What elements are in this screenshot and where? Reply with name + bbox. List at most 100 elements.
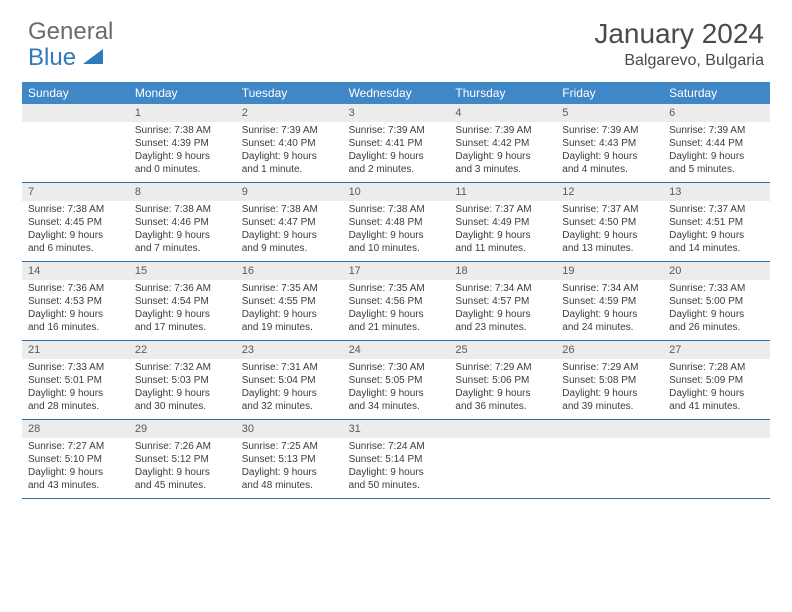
day-number: 5 — [556, 104, 663, 122]
day-cell: 3Sunrise: 7:39 AMSunset: 4:41 PMDaylight… — [343, 104, 450, 182]
day-line: Sunset: 4:56 PM — [349, 295, 444, 308]
sail-icon — [83, 47, 105, 65]
day-number-empty — [556, 420, 663, 438]
day-line: Sunset: 4:46 PM — [135, 216, 230, 229]
day-line: and 34 minutes. — [349, 400, 444, 413]
day-line: and 10 minutes. — [349, 242, 444, 255]
dow-cell: Tuesday — [236, 82, 343, 104]
day-line: Sunset: 4:49 PM — [455, 216, 550, 229]
day-cell: 2Sunrise: 7:39 AMSunset: 4:40 PMDaylight… — [236, 104, 343, 182]
day-line: Sunset: 4:50 PM — [562, 216, 657, 229]
day-line: Sunset: 4:44 PM — [669, 137, 764, 150]
day-body: Sunrise: 7:39 AMSunset: 4:41 PMDaylight:… — [343, 122, 450, 180]
day-body: Sunrise: 7:33 AMSunset: 5:01 PMDaylight:… — [22, 359, 129, 417]
day-line: and 43 minutes. — [28, 479, 123, 492]
logo-text-1: General — [28, 18, 113, 46]
day-line: and 32 minutes. — [242, 400, 337, 413]
day-cell: 17Sunrise: 7:35 AMSunset: 4:56 PMDayligh… — [343, 262, 450, 340]
day-line: Sunrise: 7:30 AM — [349, 361, 444, 374]
day-cell: 9Sunrise: 7:38 AMSunset: 4:47 PMDaylight… — [236, 183, 343, 261]
day-line: Daylight: 9 hours — [28, 387, 123, 400]
day-body: Sunrise: 7:25 AMSunset: 5:13 PMDaylight:… — [236, 438, 343, 496]
day-line: Daylight: 9 hours — [669, 150, 764, 163]
day-line: and 16 minutes. — [28, 321, 123, 334]
day-line: Daylight: 9 hours — [242, 150, 337, 163]
day-body: Sunrise: 7:38 AMSunset: 4:45 PMDaylight:… — [22, 201, 129, 259]
day-line: Sunset: 4:48 PM — [349, 216, 444, 229]
title-block: January 2024 Balgarevo, Bulgaria — [594, 18, 764, 70]
day-cell: 26Sunrise: 7:29 AMSunset: 5:08 PMDayligh… — [556, 341, 663, 419]
week-row: 28Sunrise: 7:27 AMSunset: 5:10 PMDayligh… — [22, 420, 770, 499]
day-line: and 26 minutes. — [669, 321, 764, 334]
day-line: Daylight: 9 hours — [349, 308, 444, 321]
day-line: Sunset: 5:09 PM — [669, 374, 764, 387]
day-line: Daylight: 9 hours — [562, 229, 657, 242]
day-line: Sunset: 5:14 PM — [349, 453, 444, 466]
day-line: Sunrise: 7:35 AM — [349, 282, 444, 295]
day-line: and 2 minutes. — [349, 163, 444, 176]
day-cell: 8Sunrise: 7:38 AMSunset: 4:46 PMDaylight… — [129, 183, 236, 261]
day-line: Daylight: 9 hours — [135, 229, 230, 242]
day-number: 24 — [343, 341, 450, 359]
day-line: Sunrise: 7:24 AM — [349, 440, 444, 453]
day-cell: 20Sunrise: 7:33 AMSunset: 5:00 PMDayligh… — [663, 262, 770, 340]
day-line: Daylight: 9 hours — [562, 387, 657, 400]
day-line: Daylight: 9 hours — [242, 466, 337, 479]
dow-cell: Monday — [129, 82, 236, 104]
day-line: and 7 minutes. — [135, 242, 230, 255]
day-line: Sunset: 4:43 PM — [562, 137, 657, 150]
day-line: Sunset: 4:54 PM — [135, 295, 230, 308]
day-line: Sunrise: 7:38 AM — [135, 203, 230, 216]
day-cell: 15Sunrise: 7:36 AMSunset: 4:54 PMDayligh… — [129, 262, 236, 340]
day-line: Sunset: 5:03 PM — [135, 374, 230, 387]
day-body: Sunrise: 7:30 AMSunset: 5:05 PMDaylight:… — [343, 359, 450, 417]
week-row: 7Sunrise: 7:38 AMSunset: 4:45 PMDaylight… — [22, 183, 770, 262]
day-line: Sunrise: 7:39 AM — [455, 124, 550, 137]
day-body: Sunrise: 7:28 AMSunset: 5:09 PMDaylight:… — [663, 359, 770, 417]
day-line: Sunrise: 7:33 AM — [28, 361, 123, 374]
day-body: Sunrise: 7:33 AMSunset: 5:00 PMDaylight:… — [663, 280, 770, 338]
day-number: 23 — [236, 341, 343, 359]
day-cell: 31Sunrise: 7:24 AMSunset: 5:14 PMDayligh… — [343, 420, 450, 498]
day-line: Sunrise: 7:34 AM — [455, 282, 550, 295]
day-cell: 18Sunrise: 7:34 AMSunset: 4:57 PMDayligh… — [449, 262, 556, 340]
day-line: Sunset: 4:41 PM — [349, 137, 444, 150]
day-line: Sunrise: 7:28 AM — [669, 361, 764, 374]
day-body: Sunrise: 7:34 AMSunset: 4:59 PMDaylight:… — [556, 280, 663, 338]
page-header: General January 2024 Balgarevo, Bulgaria — [0, 0, 792, 78]
day-line: Daylight: 9 hours — [455, 150, 550, 163]
day-body: Sunrise: 7:39 AMSunset: 4:42 PMDaylight:… — [449, 122, 556, 180]
day-number-empty — [449, 420, 556, 438]
day-cell — [22, 104, 129, 182]
day-line: Sunrise: 7:39 AM — [242, 124, 337, 137]
day-line: Sunrise: 7:38 AM — [349, 203, 444, 216]
day-line: Sunrise: 7:36 AM — [135, 282, 230, 295]
week-row: 1Sunrise: 7:38 AMSunset: 4:39 PMDaylight… — [22, 104, 770, 183]
day-body: Sunrise: 7:36 AMSunset: 4:54 PMDaylight:… — [129, 280, 236, 338]
day-body: Sunrise: 7:38 AMSunset: 4:47 PMDaylight:… — [236, 201, 343, 259]
day-line: Sunrise: 7:39 AM — [349, 124, 444, 137]
calendar-grid: SundayMondayTuesdayWednesdayThursdayFrid… — [22, 82, 770, 499]
day-cell: 5Sunrise: 7:39 AMSunset: 4:43 PMDaylight… — [556, 104, 663, 182]
day-line: Daylight: 9 hours — [28, 229, 123, 242]
day-cell: 30Sunrise: 7:25 AMSunset: 5:13 PMDayligh… — [236, 420, 343, 498]
day-line: Sunrise: 7:32 AM — [135, 361, 230, 374]
day-line: Sunset: 5:00 PM — [669, 295, 764, 308]
day-line: Sunset: 4:40 PM — [242, 137, 337, 150]
day-line: Daylight: 9 hours — [669, 229, 764, 242]
day-number: 6 — [663, 104, 770, 122]
day-line: Sunset: 4:55 PM — [242, 295, 337, 308]
day-cell — [449, 420, 556, 498]
day-cell: 29Sunrise: 7:26 AMSunset: 5:12 PMDayligh… — [129, 420, 236, 498]
day-line: and 3 minutes. — [455, 163, 550, 176]
day-cell: 16Sunrise: 7:35 AMSunset: 4:55 PMDayligh… — [236, 262, 343, 340]
day-line: Sunrise: 7:37 AM — [455, 203, 550, 216]
day-number: 28 — [22, 420, 129, 438]
day-number: 29 — [129, 420, 236, 438]
day-line: Daylight: 9 hours — [135, 308, 230, 321]
day-line: Daylight: 9 hours — [135, 387, 230, 400]
day-line: Sunset: 4:39 PM — [135, 137, 230, 150]
week-row: 14Sunrise: 7:36 AMSunset: 4:53 PMDayligh… — [22, 262, 770, 341]
day-line: Sunrise: 7:31 AM — [242, 361, 337, 374]
day-cell: 13Sunrise: 7:37 AMSunset: 4:51 PMDayligh… — [663, 183, 770, 261]
